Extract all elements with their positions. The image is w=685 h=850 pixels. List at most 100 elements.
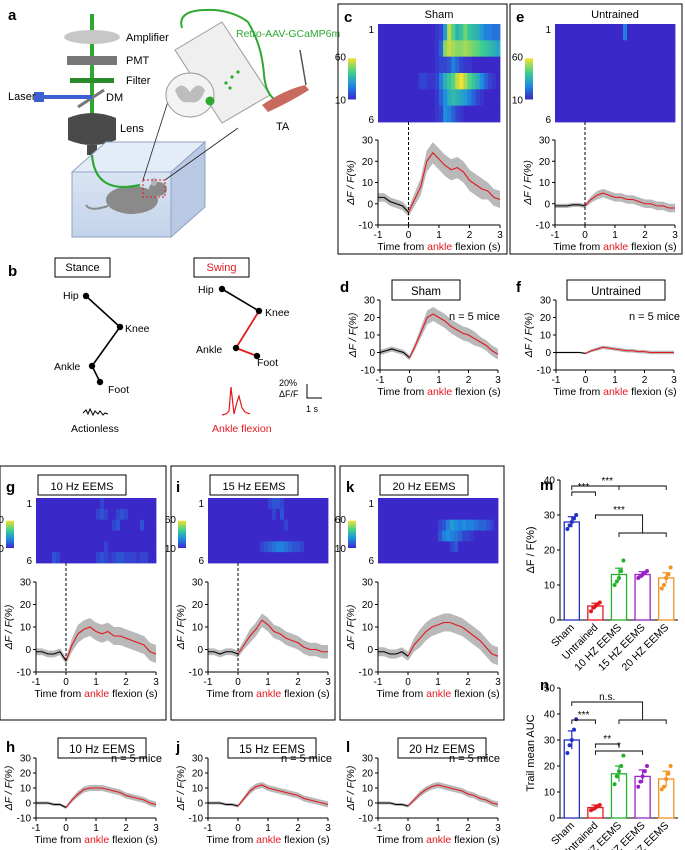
heatmap-cell xyxy=(450,519,455,531)
heatmap-cell xyxy=(390,40,395,58)
heatmap-cell xyxy=(152,498,157,510)
x-label-suffix: flexion (s) xyxy=(452,386,500,398)
heatmap-cell xyxy=(559,105,564,123)
heatmap-cell xyxy=(655,89,660,107)
heatmap-cell xyxy=(611,56,616,74)
sig-label: * xyxy=(617,741,621,752)
heatmap-cell xyxy=(555,24,560,41)
y-axis-label: ΔF / F(%) xyxy=(345,766,357,812)
heatmap-cell xyxy=(40,530,45,542)
heatmap-cell xyxy=(402,508,407,521)
colorbar-max-label: 60 xyxy=(0,515,4,526)
heatmap-cell xyxy=(390,56,395,74)
heatmap-cell xyxy=(284,541,289,553)
x-axis-label: Time from ankle flexion (s) xyxy=(206,688,329,700)
heatmap-cell xyxy=(491,73,497,90)
y-axis-label: ΔF / F(%) xyxy=(522,160,534,206)
heatmap-cell xyxy=(394,530,399,542)
y-tick-label: -10 xyxy=(361,366,376,377)
heatmap-cell xyxy=(623,24,628,41)
heatmap-cell xyxy=(378,541,383,553)
heatmap-cell xyxy=(619,73,624,90)
heatmap-cell xyxy=(631,73,636,90)
heatmap-cell xyxy=(402,552,407,564)
heatmap-cell xyxy=(136,508,141,521)
heatmap-cell xyxy=(615,73,620,90)
heatmap-cell xyxy=(394,24,399,41)
heatmap-cell xyxy=(224,519,229,531)
heatmap-cell xyxy=(240,530,245,542)
x-tick-label: 1 xyxy=(436,375,442,386)
heatmap-cell xyxy=(438,519,443,531)
x-tick-label: 2 xyxy=(642,375,648,386)
data-point xyxy=(659,787,664,792)
n-mice-label: n = 5 mice xyxy=(281,753,332,765)
y-tick-label: 30 xyxy=(362,754,374,765)
heatmap-cell xyxy=(487,73,493,90)
heatmap-cell xyxy=(228,508,233,521)
heatmap-cell xyxy=(603,40,608,58)
heatmap-cell xyxy=(458,519,463,531)
actionless-label: Actionless xyxy=(71,423,119,435)
heatmap-cell xyxy=(462,498,467,510)
heatmap-cell xyxy=(276,552,281,564)
heatmap-cell xyxy=(72,519,77,531)
heatmap-cell xyxy=(236,519,241,531)
heatmap-cell xyxy=(458,530,463,542)
heatmap-cell xyxy=(486,519,491,531)
heatmap-cell xyxy=(486,541,491,553)
heatmap-cell xyxy=(120,552,125,564)
heatmap-cell xyxy=(494,541,499,553)
heatmap-cell xyxy=(268,541,273,553)
swing-box xyxy=(193,257,250,278)
heatmap-cell xyxy=(116,498,121,510)
heatmap-cell xyxy=(487,24,493,41)
x-tick-label: 2 xyxy=(467,230,473,241)
data-point xyxy=(645,764,649,768)
heatmap-cell xyxy=(410,24,415,41)
data-point xyxy=(617,769,621,774)
x-tick-label: 1 xyxy=(435,823,441,834)
row-bottom-label: 6 xyxy=(545,115,551,126)
sem-band xyxy=(378,782,498,808)
label-filter: Filter xyxy=(126,75,151,87)
heatmap-cell xyxy=(386,73,391,90)
heatmap-cell xyxy=(583,89,588,107)
heatmap-cell xyxy=(454,541,459,553)
heatmap-cell xyxy=(56,541,61,553)
heatmap-cell xyxy=(88,541,93,553)
heatmap-cell xyxy=(64,519,69,531)
fiber-cable xyxy=(90,154,141,189)
heatmap-cell xyxy=(474,508,479,521)
heatmap-cell xyxy=(140,552,145,564)
x-label-prefix: Time from xyxy=(553,386,603,398)
heatmap-cell xyxy=(494,519,499,531)
heatmap-cell xyxy=(386,519,391,531)
y-tick-label: 20 xyxy=(544,762,556,773)
x-tick-label: -1 xyxy=(552,375,561,386)
heatmap-cell xyxy=(406,40,411,58)
x-tick-label: 2 xyxy=(123,823,129,834)
labeled-neurons xyxy=(205,96,215,106)
heatmap-cell xyxy=(48,552,53,564)
heatmap-cell xyxy=(220,508,225,521)
x-label-suffix: flexion (s) xyxy=(451,834,499,846)
heatmap-cell xyxy=(152,552,157,564)
heatmap-cell xyxy=(451,24,456,41)
x-tick-label: -1 xyxy=(376,375,385,386)
heatmap-cell xyxy=(647,73,652,90)
heatmap-cell xyxy=(466,541,471,553)
data-point xyxy=(565,527,570,531)
heatmap-cell xyxy=(422,508,427,521)
heatmap-cell xyxy=(44,508,49,521)
colorbar-min-label: 10 xyxy=(335,95,347,106)
heatmap-cell xyxy=(112,541,117,553)
heatmap-cell xyxy=(100,530,105,542)
heatmap-cell xyxy=(216,508,221,521)
heatmap-cell xyxy=(591,105,596,123)
heatmap-cell xyxy=(474,552,479,564)
heatmap-cell xyxy=(292,508,297,521)
heatmap-cell xyxy=(414,541,419,553)
